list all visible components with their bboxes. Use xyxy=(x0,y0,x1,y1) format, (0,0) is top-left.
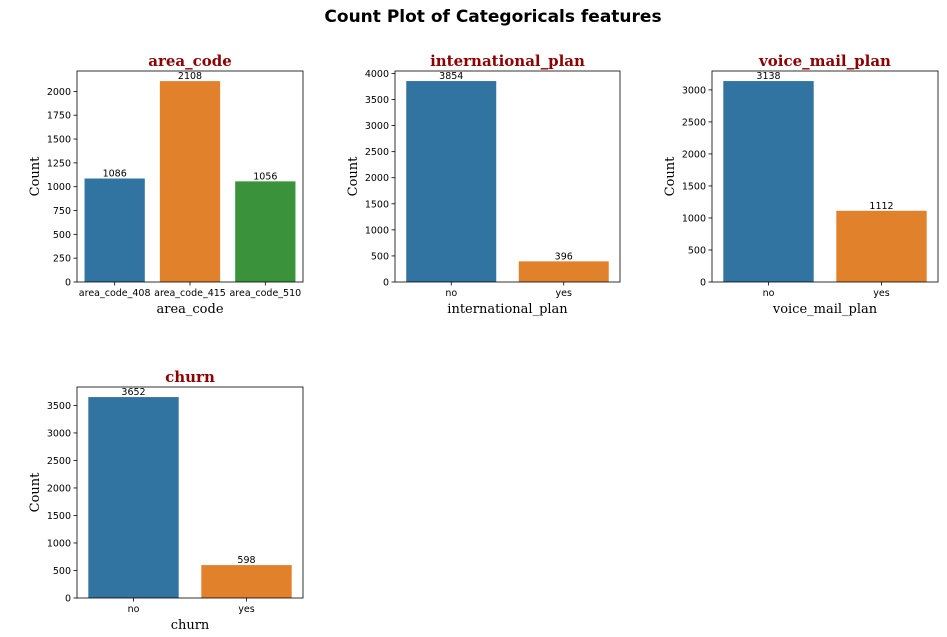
x-tick-label: yes xyxy=(238,604,254,615)
y-tick-label: 2000 xyxy=(682,149,706,160)
x-tick-label: no xyxy=(445,288,457,299)
x-tick-label: yes xyxy=(556,288,572,299)
y-tick-label: 2500 xyxy=(47,456,71,467)
x-axis-label: voice_mail_plan xyxy=(772,302,878,317)
y-tick-label: 750 xyxy=(53,206,71,217)
bar-value-label: 1086 xyxy=(103,169,127,180)
x-tick-label: no xyxy=(763,288,775,299)
y-tick-label: 0 xyxy=(65,594,71,605)
y-tick-label: 500 xyxy=(53,230,71,241)
y-tick-label: 0 xyxy=(383,278,389,289)
bar-yes xyxy=(836,210,927,282)
bar-no xyxy=(88,397,179,598)
subplot-title: churn xyxy=(165,368,215,386)
plot-frame xyxy=(76,70,304,283)
plot-frame xyxy=(711,70,939,283)
subplot-title: area_code xyxy=(148,52,232,70)
bar-value-label: 396 xyxy=(555,251,573,262)
y-tick-label: 2000 xyxy=(47,87,71,98)
bar-value-label: 2108 xyxy=(178,71,202,82)
subplot-title: voice_mail_plan xyxy=(758,52,891,70)
bar-value-label: 3652 xyxy=(121,387,145,398)
y-tick-label: 1500 xyxy=(47,511,71,522)
y-tick-label: 500 xyxy=(688,245,706,256)
y-tick-label: 1000 xyxy=(365,225,389,236)
y-tick-label: 1000 xyxy=(47,538,71,549)
y-tick-label: 0 xyxy=(700,278,706,289)
y-tick-label: 1500 xyxy=(365,199,389,210)
y-axis-label: Count xyxy=(28,156,43,197)
y-tick-label: 1500 xyxy=(682,181,706,192)
y-tick-label: 2500 xyxy=(682,117,706,128)
bar-no xyxy=(723,81,814,283)
bar-value-label: 3854 xyxy=(439,71,463,82)
subplot-0: area_code 1086 area_code_408 2108 area_code_… xyxy=(28,52,304,317)
y-axis-label: Count xyxy=(28,472,43,513)
y-tick-label: 3500 xyxy=(365,95,389,106)
x-tick-label: no xyxy=(128,604,140,615)
y-tick-label: 3000 xyxy=(682,85,706,96)
x-tick-label: area_code_415 xyxy=(154,288,226,299)
subplot-2: voice_mail_plan3138no1112yes050010001500… xyxy=(663,52,939,317)
y-tick-label: 1000 xyxy=(47,182,71,193)
bar-area_code_415 xyxy=(159,81,221,282)
y-tick-label: 3500 xyxy=(47,401,71,412)
y-tick-label: 2500 xyxy=(365,147,389,158)
plot-frame xyxy=(76,386,304,599)
x-tick-label: yes xyxy=(873,288,889,299)
y-tick-label: 0 xyxy=(65,278,71,289)
y-tick-label: 1750 xyxy=(47,111,71,122)
y-tick-label: 3000 xyxy=(47,428,71,439)
x-axis-label: churn xyxy=(171,618,210,633)
subplot-panels: area_code 1086 area_code_408 2108 area_code_… xyxy=(28,52,939,633)
y-tick-label: 1000 xyxy=(682,213,706,224)
subplot-1: international_plan3854no396yes0500100015… xyxy=(346,52,621,317)
subplot-title: international_plan xyxy=(430,52,585,70)
bar-value-label: 1056 xyxy=(253,171,277,182)
y-axis-label: Count xyxy=(346,156,361,197)
y-axis-label: Count xyxy=(663,156,678,197)
bar-area_code_510 xyxy=(235,181,296,282)
bar-no xyxy=(406,81,497,282)
y-tick-label: 250 xyxy=(53,254,71,265)
x-tick-label: area_code_510 xyxy=(229,288,301,299)
y-tick-label: 2000 xyxy=(47,483,71,494)
y-tick-label: 500 xyxy=(53,566,71,577)
figure-title: Count Plot of Categoricals features xyxy=(324,7,661,27)
y-tick-label: 1250 xyxy=(47,158,71,169)
y-tick-label: 500 xyxy=(371,251,389,262)
x-tick-label: area_code_408 xyxy=(79,288,151,299)
bar-value-label: 1112 xyxy=(869,201,893,212)
bar-value-label: 3138 xyxy=(756,71,780,82)
y-tick-label: 1500 xyxy=(47,135,71,146)
subplot-3: churn 3652 no 598 yes 0 500 1000 1500 2000 2500 300… xyxy=(28,368,304,633)
x-axis-label: international_plan xyxy=(447,302,568,317)
bar-value-label: 598 xyxy=(237,555,255,566)
y-tick-label: 3000 xyxy=(365,121,389,132)
plot-frame xyxy=(394,70,621,283)
y-tick-label: 4000 xyxy=(365,69,389,80)
x-axis-label: area_code xyxy=(156,302,223,317)
bar-yes xyxy=(201,565,292,598)
y-tick-label: 2000 xyxy=(365,173,389,184)
bar-area_code_408 xyxy=(84,178,145,282)
bar-yes xyxy=(518,261,609,282)
